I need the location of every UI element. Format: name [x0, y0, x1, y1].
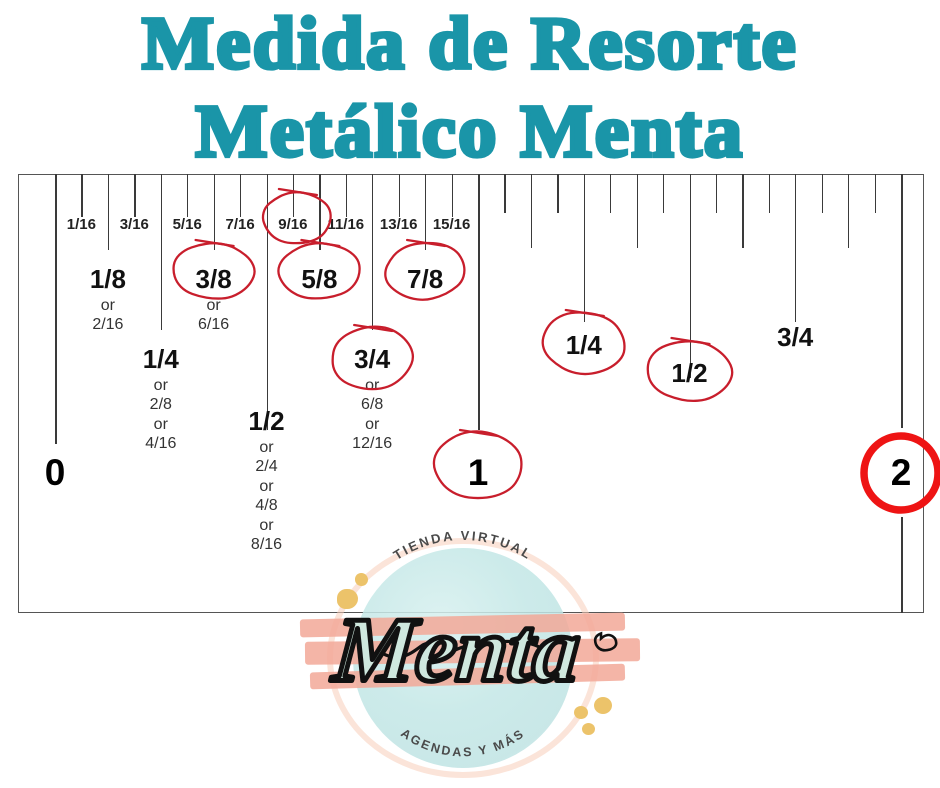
svg-text:Menta: Menta	[328, 599, 584, 701]
svg-text:TIENDA VIRTUAL: TIENDA VIRTUAL	[391, 528, 536, 563]
